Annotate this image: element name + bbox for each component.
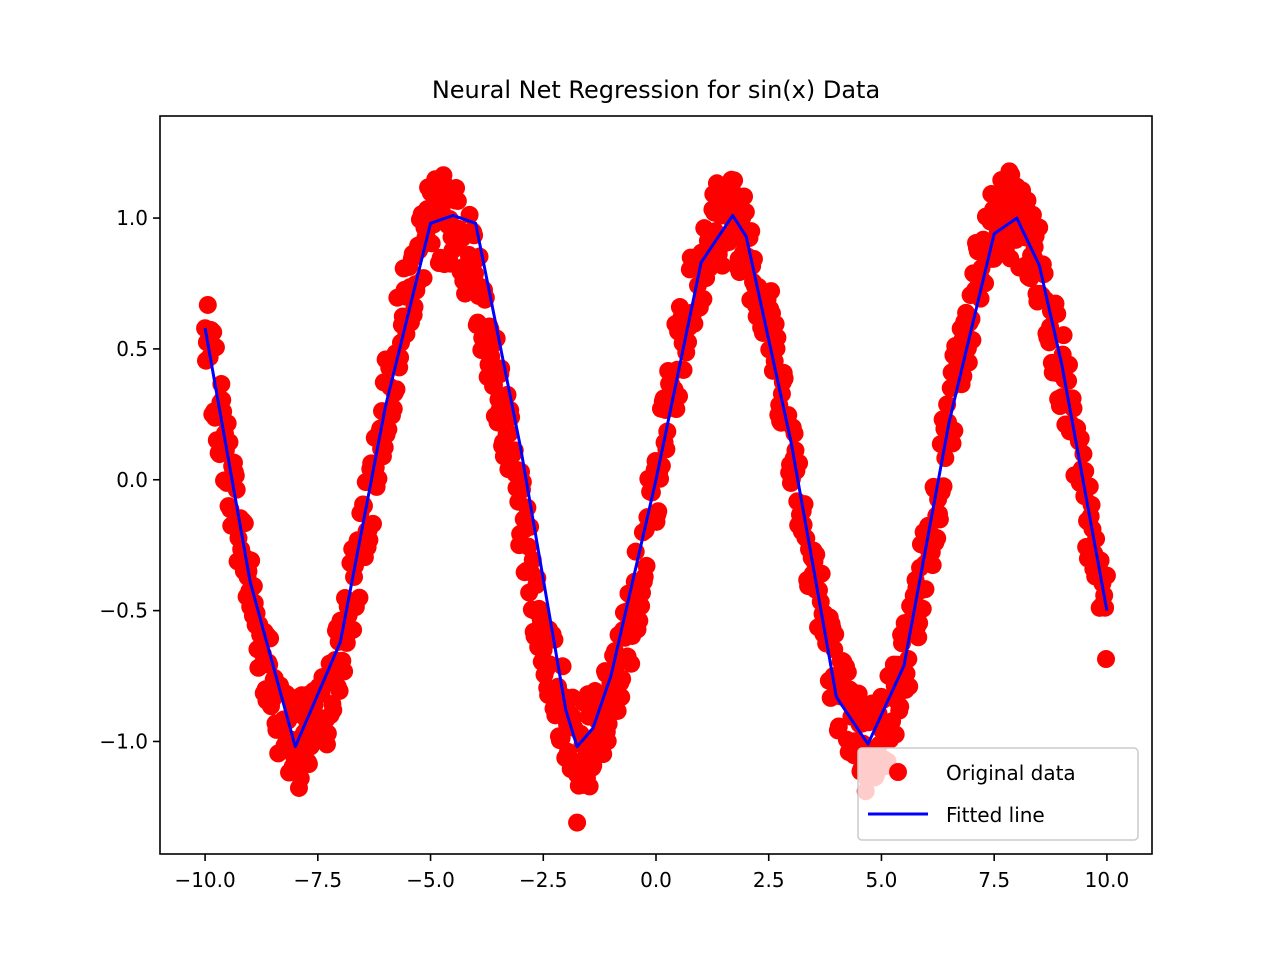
data-point <box>198 295 217 314</box>
data-point <box>1021 269 1040 288</box>
data-point <box>1030 218 1049 237</box>
data-point <box>335 662 354 681</box>
data-point <box>598 732 617 751</box>
x-axis: −10.0 −7.5 −5.0 −2.5 0.0 2.5 5.0 7.5 10.0 <box>174 854 1129 892</box>
data-point <box>768 328 787 347</box>
data-point <box>928 529 947 548</box>
y-tick-label: −1.0 <box>99 729 148 753</box>
data-point <box>971 289 990 308</box>
line-layer <box>203 213 1109 749</box>
x-tick-label: −7.5 <box>294 868 343 892</box>
x-tick-label: 0.0 <box>640 868 672 892</box>
chart-title: Neural Net Regression for sin(x) Data <box>432 76 880 104</box>
data-point <box>523 550 542 569</box>
data-point <box>318 724 337 743</box>
data-point <box>291 769 310 788</box>
data-point <box>829 717 848 736</box>
data-point <box>330 681 349 700</box>
data-point <box>502 408 521 427</box>
data-point <box>384 399 403 418</box>
legend: Original data Fitted line <box>857 747 1139 841</box>
data-point <box>930 510 949 529</box>
data-point <box>344 620 363 639</box>
data-point <box>713 256 732 275</box>
data-point <box>363 514 382 533</box>
data-point <box>913 599 932 618</box>
x-tick-label: 10.0 <box>1085 868 1130 892</box>
data-point <box>612 688 631 707</box>
legend-label-fitted-line: Fitted line <box>946 803 1045 827</box>
data-point <box>227 480 246 499</box>
fitted-line <box>203 213 1109 749</box>
data-point <box>1054 326 1073 345</box>
data-point <box>1059 355 1078 374</box>
data-point <box>487 329 506 348</box>
data-point <box>630 611 649 630</box>
y-tick-label: −0.5 <box>99 599 148 623</box>
data-point <box>910 614 929 633</box>
data-point <box>725 171 744 190</box>
data-point <box>826 625 845 644</box>
data-point <box>518 498 537 517</box>
y-tick-label: 0.5 <box>116 337 148 361</box>
data-point-outlier <box>568 813 587 832</box>
data-point <box>909 628 928 647</box>
data-point <box>652 456 671 475</box>
data-point <box>599 714 618 733</box>
data-point <box>849 684 868 703</box>
data-point <box>622 654 641 673</box>
x-tick-label: −5.0 <box>406 868 455 892</box>
x-tick-label: 2.5 <box>753 868 785 892</box>
data-point <box>899 650 918 669</box>
y-axis: −1.0 −0.5 0.0 0.5 1.0 <box>99 206 160 753</box>
data-point <box>649 502 668 521</box>
y-tick-label: 0.0 <box>116 468 148 492</box>
data-point <box>500 424 519 443</box>
data-point <box>736 203 755 222</box>
data-point <box>812 564 831 583</box>
data-point <box>608 701 627 720</box>
legend-box <box>857 747 1139 841</box>
data-point <box>204 323 223 342</box>
data-point <box>360 530 379 549</box>
data-point <box>513 472 532 491</box>
data-point <box>350 588 369 607</box>
data-point <box>613 669 632 688</box>
data-point <box>900 677 919 696</box>
x-tick-label: 7.5 <box>978 868 1010 892</box>
legend-marker-original-data <box>889 763 907 781</box>
data-point <box>299 755 318 774</box>
data-point <box>448 191 467 210</box>
data-point <box>324 701 343 720</box>
data-point <box>1097 650 1116 669</box>
data-point <box>762 282 781 301</box>
data-point <box>1040 333 1059 352</box>
data-point <box>580 777 599 796</box>
data-point <box>775 369 794 388</box>
data-point <box>632 597 651 616</box>
x-tick-label: 5.0 <box>866 868 898 892</box>
data-point <box>916 580 935 599</box>
data-point <box>637 556 656 575</box>
data-point <box>694 290 713 309</box>
y-tick-label: 1.0 <box>116 206 148 230</box>
data-point <box>838 663 857 682</box>
legend-label-original-data: Original data <box>946 761 1076 785</box>
data-point <box>1059 371 1078 390</box>
x-tick-label: −2.5 <box>519 868 568 892</box>
data-point <box>379 420 398 439</box>
data-point <box>766 315 785 334</box>
x-tick-label: −10.0 <box>174 868 235 892</box>
data-point <box>1018 191 1037 210</box>
data-point <box>206 338 225 357</box>
data-point <box>735 187 754 206</box>
data-point <box>923 556 942 575</box>
data-point <box>886 725 905 744</box>
data-point <box>891 697 910 716</box>
